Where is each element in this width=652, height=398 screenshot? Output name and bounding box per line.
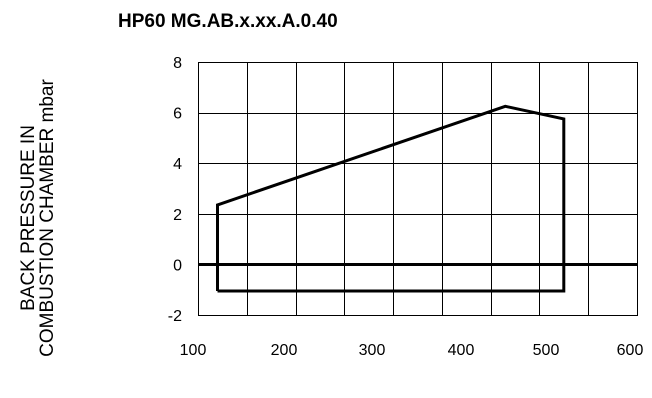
working-field-envelope (216, 104, 566, 293)
x-tick-label: 500 (533, 342, 560, 359)
plot-frame (198, 62, 638, 316)
y-axis-label-line-1: BACK PRESSURE IN (18, 125, 39, 311)
chart-title: HP60 MG.AB.x.xx.A.0.40 (118, 11, 338, 32)
y-axis-label-line-2: COMBUSTION CHAMBER mbar (37, 79, 58, 357)
y-axis-label: BACK PRESSURE IN COMBUSTION CHAMBER mbar (18, 79, 58, 357)
y-tick-label: 6 (173, 106, 182, 123)
series (216, 104, 566, 293)
y-tick-label: 8 (173, 55, 182, 72)
x-tick-label: 400 (448, 342, 475, 359)
x-tick-label: 600 (617, 342, 644, 359)
tick-labels: -2 0 2 4 6 8 100 200 300 400 500 600 (168, 55, 644, 359)
y-tick-label: 0 (173, 257, 182, 274)
y-tick-label: 4 (173, 156, 182, 173)
x-tick-label: 300 (359, 342, 386, 359)
x-tick-label: 100 (180, 342, 207, 359)
y-tick-label: 2 (173, 207, 182, 224)
y-tick-label: -2 (168, 308, 182, 325)
x-tick-label: 200 (271, 342, 298, 359)
